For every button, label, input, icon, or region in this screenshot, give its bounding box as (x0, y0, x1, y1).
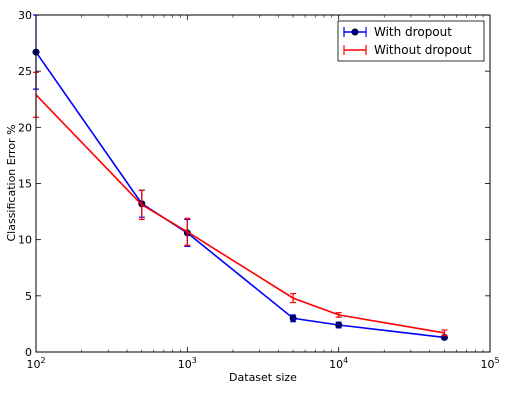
legend-item-2: Without dropout (343, 43, 472, 57)
legend-label: With dropout (374, 25, 452, 39)
y-tick-label: 10 (18, 234, 32, 247)
data-point (335, 321, 343, 329)
y-axis-label: Classification Error % (5, 124, 18, 241)
x-tick-label: 105 (480, 356, 499, 371)
series-1 (32, 14, 448, 341)
y-tick-label: 5 (25, 290, 32, 303)
axes: 0 5 10 15 20 25 30 102 103 104 105 (18, 9, 500, 371)
y-tick-label: 20 (18, 121, 32, 134)
y-tick-label: 30 (18, 9, 32, 22)
legend-item-1: With dropout (343, 25, 452, 39)
legend-box (337, 20, 485, 62)
plot-frame (35, 14, 491, 353)
legend: With dropout Without dropout (337, 20, 485, 62)
x-axis-label: Dataset size (229, 371, 297, 384)
y-tick-label: 15 (18, 178, 32, 191)
plot-area (32, 14, 448, 341)
series-line (35, 94, 445, 334)
x-tick-label: 103 (178, 356, 197, 371)
series-line (35, 51, 445, 339)
y-tick-label: 25 (18, 65, 32, 78)
series-2 (33, 71, 448, 337)
x-tick-label: 102 (26, 356, 45, 371)
data-point (289, 314, 297, 322)
x-tick-label: 104 (329, 356, 348, 371)
y-tick-label: 0 (25, 346, 32, 359)
legend-label: Without dropout (374, 43, 472, 57)
legend-marker (351, 28, 359, 36)
